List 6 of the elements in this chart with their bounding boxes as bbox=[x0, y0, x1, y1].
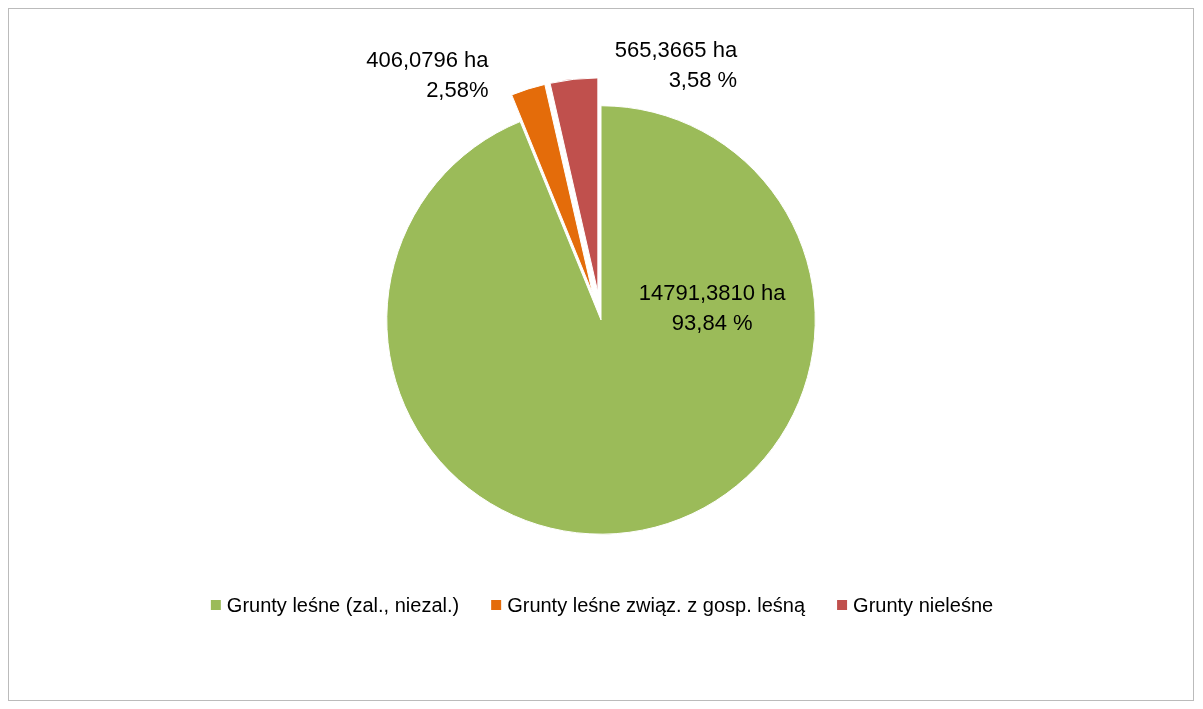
data-label: 406,0796 ha 2,58% bbox=[366, 47, 490, 103]
data-label: 565,3665 ha 3,58 % bbox=[614, 36, 738, 92]
data-label: 14791,3810 ha 93,84 % bbox=[638, 280, 787, 336]
legend-label: Grunty leśne związ. z gosp. leśną bbox=[507, 594, 806, 616]
legend-label: Grunty leśne (zal., niezal.) bbox=[226, 594, 460, 616]
legend-label: Grunty nieleśne bbox=[853, 594, 994, 616]
